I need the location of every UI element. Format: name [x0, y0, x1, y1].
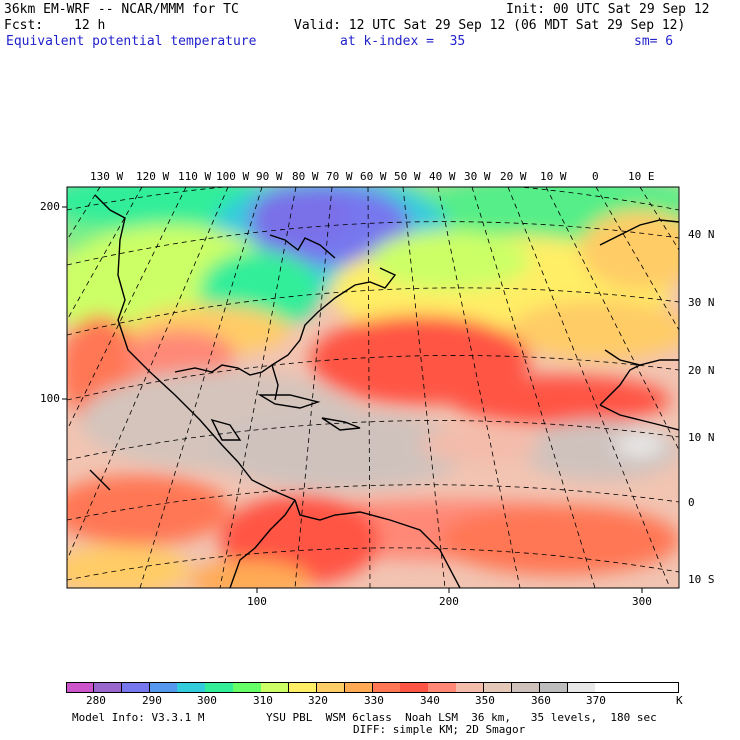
smoothing-info: sm= 6	[634, 34, 674, 49]
colorbar-cell	[205, 682, 234, 693]
colorbar-tick: 360	[531, 694, 551, 707]
colorbar-tick: 290	[142, 694, 162, 707]
lon-label: 80 W	[292, 170, 319, 183]
forecast-label: Fcst:	[4, 18, 44, 33]
colorbar-cell	[316, 682, 346, 693]
grid-x-label: 300	[632, 595, 652, 608]
colorbar-tick: 340	[420, 694, 440, 707]
lon-label: 10 E	[628, 170, 655, 183]
lon-label: 0	[592, 170, 599, 183]
colorbar-tick: 330	[364, 694, 384, 707]
colorbar-cell	[456, 682, 485, 693]
lon-label: 100 W	[216, 170, 250, 183]
lon-label: 20 W	[500, 170, 527, 183]
lon-label: 50 W	[394, 170, 421, 183]
lon-label: 90 W	[256, 170, 283, 183]
coastlines	[89, 194, 679, 588]
colorbar-cell	[539, 682, 569, 693]
lat-label: 30 N	[688, 296, 715, 309]
field-name: Equivalent potential temperature	[6, 34, 257, 49]
lat-label: 40 N	[688, 228, 715, 241]
valid-time: Valid: 12 UTC Sat 29 Sep 12 (06 MDT Sat …	[294, 18, 686, 33]
colorbar-cell	[400, 682, 429, 693]
colorbar-cell	[177, 682, 206, 693]
forecast-hour: 12 h	[74, 18, 106, 33]
colorbar-tick: 280	[86, 694, 106, 707]
colorbar-tick: 370	[586, 694, 606, 707]
colorbar-cell	[567, 682, 596, 693]
colorbar-cell	[372, 682, 401, 693]
lon-label: 30 W	[464, 170, 491, 183]
colorbar-cell	[121, 682, 151, 693]
colorbar-cell	[511, 682, 541, 693]
grid-y-label: 200	[40, 200, 60, 213]
lat-lon-grid	[67, 187, 679, 588]
lon-label: 130 W	[90, 170, 124, 183]
colorbar-unit: K	[676, 694, 683, 707]
level-info: at k-index = 35	[340, 34, 466, 49]
colorbar-tick: 300	[197, 694, 217, 707]
map-frame	[66, 186, 680, 589]
physics-info: YSU PBL WSM 6class Noah LSM 36 km, 35 le…	[266, 711, 657, 724]
colorbar-cell	[623, 682, 652, 693]
colorbar-tick: 320	[308, 694, 328, 707]
colorbar-cell	[595, 682, 624, 693]
lat-label: 10 N	[688, 431, 715, 444]
lat-label: 10 S	[688, 573, 715, 586]
colorbar-cell	[93, 682, 123, 693]
colorbar-cell	[288, 682, 318, 693]
grid-x-label: 200	[439, 595, 459, 608]
lon-label: 10 W	[540, 170, 567, 183]
diffusion-info: DIFF: simple KM; 2D Smagor	[353, 723, 526, 736]
temperature-field	[67, 187, 679, 588]
grid-y-label: 100	[40, 392, 60, 405]
colorbar-cell	[233, 682, 262, 693]
colorbar-tick: 350	[475, 694, 495, 707]
colorbar-cell	[428, 682, 457, 693]
colorbar-cell	[483, 682, 513, 693]
colorbar-cell	[66, 682, 95, 693]
colorbar-tick: 310	[253, 694, 273, 707]
lat-label: 0	[688, 496, 695, 509]
colorbar-cell	[261, 682, 290, 693]
lon-label: 70 W	[326, 170, 353, 183]
model-title: 36km EM-WRF -- NCAR/MMM for TC	[4, 2, 239, 17]
lon-label: 110 W	[178, 170, 212, 183]
lon-label: 40 W	[429, 170, 456, 183]
init-time: Init: 00 UTC Sat 29 Sep 12	[506, 2, 710, 17]
lon-label: 120 W	[136, 170, 170, 183]
model-info: Model Info: V3.3.1 M	[72, 711, 205, 724]
colorbar-cell	[149, 682, 178, 693]
lon-label: 60 W	[360, 170, 387, 183]
colorbar-frame	[66, 682, 679, 693]
grid-x-label: 100	[247, 595, 267, 608]
lat-label: 20 N	[688, 364, 715, 377]
colorbar-cell	[344, 682, 373, 693]
